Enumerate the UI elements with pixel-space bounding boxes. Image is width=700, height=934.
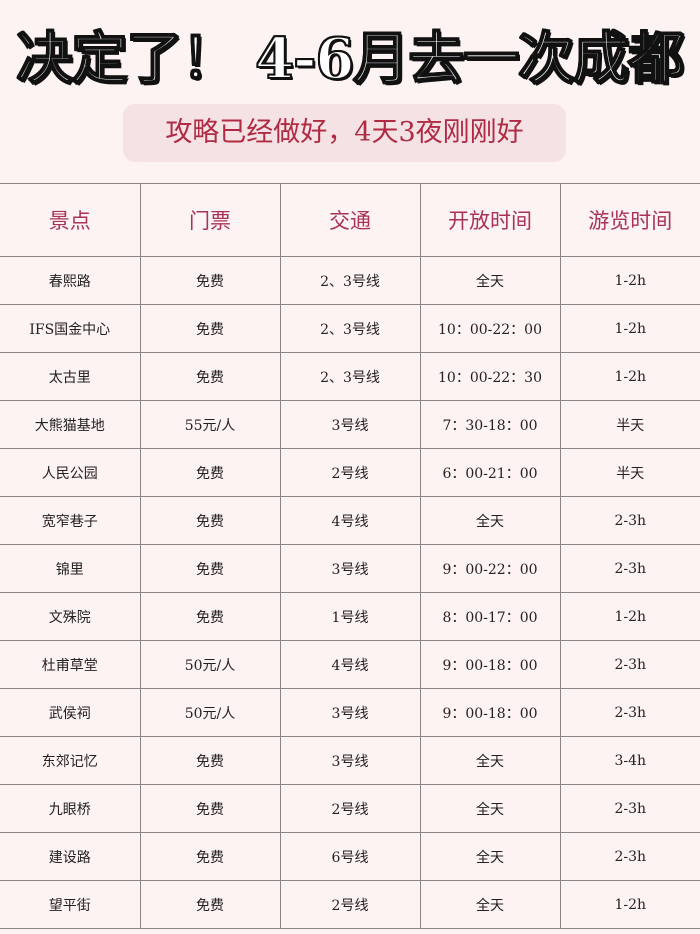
cell-opening-hours: 10：00-22：30 [419,352,561,401]
cell-attraction: 人民公园 [0,448,141,497]
cell-visit-duration: 1-2h [559,304,700,353]
cell-opening-hours: 10：00-22：00 [419,304,561,353]
cell-transport: 2号线 [279,880,421,929]
cell-ticket: 免费 [139,592,281,641]
cell-visit-duration: 2-3h [559,688,700,737]
cell-attraction: IFS国金中心 [0,304,141,353]
cell-ticket: 免费 [139,880,281,929]
table-row: 大熊猫基地 55元/人 3号线 7：30-18：00 半天 [0,400,700,449]
cell-transport: 6号线 [279,832,421,881]
table-row: 文殊院 免费 1号线 8：00-17：00 1-2h [0,592,700,641]
cell-transport: 1号线 [279,592,421,641]
cell-transport: 3号线 [279,688,421,737]
cell-visit-duration: 2-3h [559,784,700,833]
cell-ticket: 免费 [139,544,281,593]
cell-visit-duration: 半天 [559,400,700,449]
cell-visit-duration: 1-2h [559,880,700,929]
cell-ticket: 免费 [139,784,281,833]
cell-opening-hours: 全天 [419,784,561,833]
table-row: 东郊记忆 免费 3号线 全天 3-4h [0,736,700,785]
cell-ticket: 免费 [139,448,281,497]
cell-transport: 4号线 [279,496,421,545]
cell-opening-hours: 全天 [419,256,561,305]
table-row: 春熙路 免费 2、3号线 全天 1-2h [0,256,700,305]
header-attraction: 景点 [0,183,141,257]
table-row: 建设路 免费 6号线 全天 2-3h [0,832,700,881]
cell-transport: 2号线 [279,784,421,833]
table-row: 锦里 免费 3号线 9：00-22：00 2-3h [0,544,700,593]
cell-opening-hours: 9：00-18：00 [419,688,561,737]
cell-opening-hours: 9：00-18：00 [419,640,561,689]
cell-transport: 2、3号线 [279,256,421,305]
cell-visit-duration: 2-3h [559,544,700,593]
cell-ticket: 免费 [139,352,281,401]
cell-opening-hours: 9：00-22：00 [419,544,561,593]
cell-attraction: 杜甫草堂 [0,640,141,689]
cell-visit-duration: 3-4h [559,736,700,785]
cell-transport: 2号线 [279,448,421,497]
cell-opening-hours: 8：00-17：00 [419,592,561,641]
table-header-row: 景点 门票 交通 开放时间 游览时间 [0,183,700,257]
cell-attraction: 武侯祠 [0,688,141,737]
cell-transport: 3号线 [279,736,421,785]
cell-attraction: 大熊猫基地 [0,400,141,449]
cell-opening-hours: 全天 [419,880,561,929]
cell-attraction: 宽窄巷子 [0,496,141,545]
cell-ticket: 免费 [139,496,281,545]
header-visit-duration: 游览时间 [559,183,700,257]
header-transport: 交通 [279,183,421,257]
cell-visit-duration: 2-3h [559,640,700,689]
cell-ticket: 免费 [139,832,281,881]
cell-visit-duration: 1-2h [559,256,700,305]
cell-visit-duration: 2-3h [559,496,700,545]
table-row: IFS国金中心 免费 2、3号线 10：00-22：00 1-2h [0,304,700,353]
cell-transport: 3号线 [279,400,421,449]
cell-visit-duration: 1-2h [559,352,700,401]
cell-ticket: 免费 [139,256,281,305]
cell-ticket: 50元/人 [139,688,281,737]
cell-visit-duration: 1-2h [559,592,700,641]
cell-attraction: 东郊记忆 [0,736,141,785]
cell-attraction: 九眼桥 [0,784,141,833]
cell-opening-hours: 6：00-21：00 [419,448,561,497]
cell-ticket: 免费 [139,736,281,785]
cell-attraction: 太古里 [0,352,141,401]
cell-ticket: 50元/人 [139,640,281,689]
table-row: 九眼桥 免费 2号线 全天 2-3h [0,784,700,833]
cell-opening-hours: 全天 [419,496,561,545]
cell-opening-hours: 全天 [419,832,561,881]
cell-attraction: 锦里 [0,544,141,593]
header-opening-hours: 开放时间 [419,183,561,257]
table-row: 人民公园 免费 2号线 6：00-21：00 半天 [0,448,700,497]
cell-ticket: 55元/人 [139,400,281,449]
table-row: 宽窄巷子 免费 4号线 全天 2-3h [0,496,700,545]
cell-opening-hours: 7：30-18：00 [419,400,561,449]
header-ticket: 门票 [139,183,281,257]
table-row: 杜甫草堂 50元/人 4号线 9：00-18：00 2-3h [0,640,700,689]
cell-opening-hours: 全天 [419,736,561,785]
cell-transport: 3号线 [279,544,421,593]
cell-transport: 2、3号线 [279,352,421,401]
subtitle-banner: 攻略已经做好，4天3夜刚刚好 [123,104,566,162]
page-title: 决定了！ 4-6月去一次成都 [16,25,686,93]
attractions-table: 景点 门票 交通 开放时间 游览时间 春熙路 免费 2、3号线 全天 1-2h IFS国金中心 免费… [0,183,700,929]
cell-ticket: 免费 [139,304,281,353]
cell-transport: 4号线 [279,640,421,689]
cell-attraction: 春熙路 [0,256,141,305]
cell-attraction: 望平街 [0,880,141,929]
table-row: 武侯祠 50元/人 3号线 9：00-18：00 2-3h [0,688,700,737]
cell-attraction: 建设路 [0,832,141,881]
cell-transport: 2、3号线 [279,304,421,353]
cell-attraction: 文殊院 [0,592,141,641]
table-row: 太古里 免费 2、3号线 10：00-22：30 1-2h [0,352,700,401]
table-row: 望平街 免费 2号线 全天 1-2h [0,880,700,929]
cell-visit-duration: 半天 [559,448,700,497]
cell-visit-duration: 2-3h [559,832,700,881]
